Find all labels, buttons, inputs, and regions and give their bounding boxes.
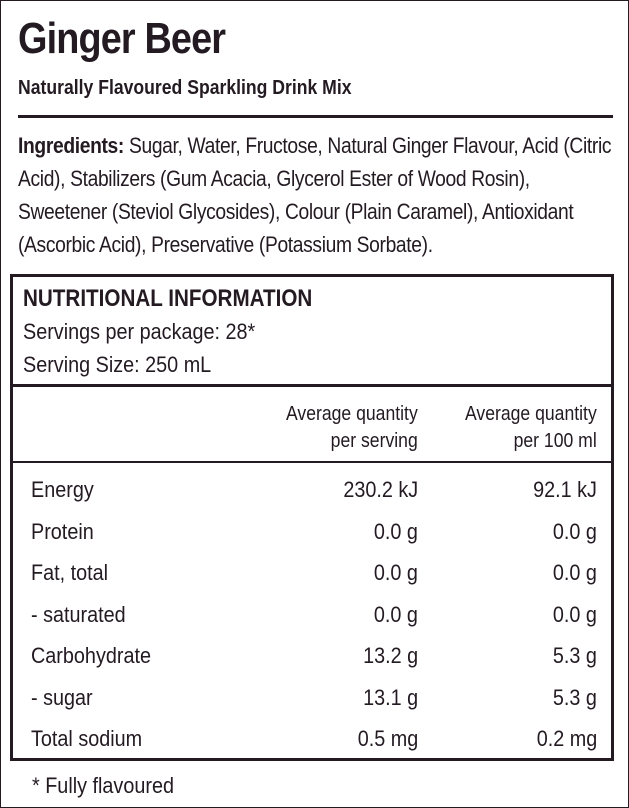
serving-size: Serving Size: 250 mL <box>23 352 212 377</box>
per-100ml-value: 0.0 g <box>552 518 597 544</box>
nutrition-panel: NUTRITIONAL INFORMATION Servings per pac… <box>10 274 614 761</box>
nutrition-panel-header: NUTRITIONAL INFORMATION Servings per pac… <box>13 277 611 387</box>
per-100ml-value: 0.2 mg <box>536 726 597 751</box>
table-row: Fat, total 0.0 g 0.0 g <box>13 560 611 590</box>
table-row: - sugar 13.1 g 5.3 g <box>13 685 611 715</box>
per-serving-value: 13.1 g <box>362 684 418 710</box>
column-header-per-100ml: Average quantity per 100 ml <box>465 401 597 455</box>
table-row: - saturated 0.0 g 0.0 g <box>13 602 611 632</box>
per-serving-value: 0.0 g <box>373 601 418 627</box>
per-100ml-value: 5.3 g <box>552 684 597 710</box>
nutrient-name: - sugar <box>31 684 93 710</box>
ingredients-label: Ingredients: <box>18 133 124 158</box>
footnote: * Fully flavoured <box>32 773 174 798</box>
nutrient-name: Total sodium <box>31 726 143 751</box>
per-100ml-value: 0.0 g <box>552 601 597 627</box>
title-divider <box>18 115 613 118</box>
servings-per-package: Servings per package: 28* <box>23 319 256 344</box>
nutrition-heading: NUTRITIONAL INFORMATION <box>23 285 313 312</box>
per-serving-value: 230.2 kJ <box>343 477 418 502</box>
per-100ml-value: 5.3 g <box>552 643 597 668</box>
nutrient-name: Energy <box>31 477 94 502</box>
column-header-per-serving: Average quantity per serving <box>286 401 418 455</box>
nutrient-name: Protein <box>31 518 94 544</box>
per-serving-value: 13.2 g <box>362 643 418 668</box>
table-row: Carbohydrate 13.2 g 5.3 g <box>13 643 611 673</box>
column-header-per-serving-line1: Average quantity <box>286 403 418 425</box>
nutrient-name: - saturated <box>31 601 126 627</box>
column-header-per-100ml-line2: per 100 ml <box>513 430 597 452</box>
per-serving-value: 0.0 g <box>373 560 418 585</box>
per-serving-value: 0.5 mg <box>357 726 418 751</box>
column-header-per-100ml-line1: Average quantity <box>465 403 597 425</box>
per-100ml-value: 92.1 kJ <box>533 477 597 502</box>
table-header-rule <box>13 461 611 463</box>
table-row: Protein 0.0 g 0.0 g <box>13 519 611 549</box>
table-row: Total sodium 0.5 mg 0.2 mg <box>13 726 611 756</box>
nutrient-name: Fat, total <box>31 560 109 585</box>
ingredients-paragraph: Ingredients: Sugar, Water, Fructose, Nat… <box>18 129 613 261</box>
column-header-per-serving-line2: per serving <box>330 430 418 452</box>
table-row: Energy 230.2 kJ 92.1 kJ <box>13 477 611 507</box>
product-title: Ginger Beer <box>18 14 226 63</box>
ingredients-text: Sugar, Water, Fructose, Natural Ginger F… <box>18 133 612 257</box>
per-serving-value: 0.0 g <box>373 518 418 544</box>
nutrient-name: Carbohydrate <box>31 643 151 668</box>
product-subtitle: Naturally Flavoured Sparkling Drink Mix <box>18 77 352 99</box>
per-100ml-value: 0.0 g <box>552 560 597 585</box>
